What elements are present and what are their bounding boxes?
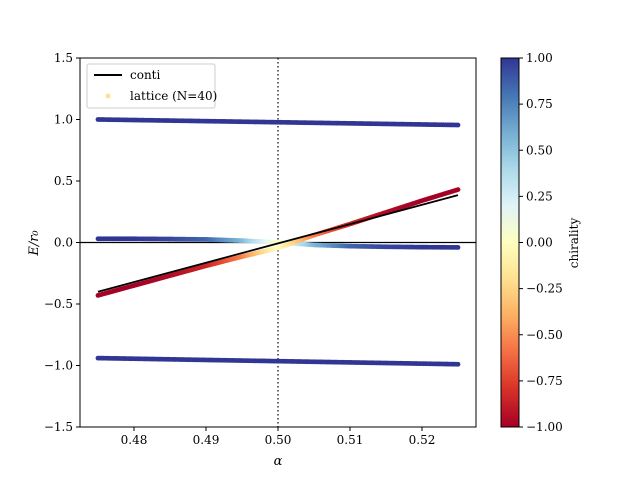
x-tick-label: 0.49 xyxy=(193,433,220,447)
lattice-band-0 xyxy=(95,117,461,128)
colorbar-label: chirality xyxy=(567,218,581,269)
lattice-band-2 xyxy=(95,236,461,250)
lattice-point xyxy=(455,245,461,250)
y-tick-label: 0.0 xyxy=(54,236,73,250)
x-tick-label: 0.48 xyxy=(121,433,148,447)
conti-line xyxy=(97,194,459,293)
lattice-point xyxy=(455,361,461,367)
colorbar-tick-label: −0.50 xyxy=(526,328,563,342)
y-tick-label: −1.5 xyxy=(44,420,73,434)
x-axis: 0.48 0.49 0.50 0.51 0.52 xyxy=(121,427,436,447)
x-tick-label: 0.50 xyxy=(265,433,292,447)
colorbar-tick-label: 0.00 xyxy=(526,236,553,250)
lattice-band-1 xyxy=(95,355,461,367)
colorbar-tick-label: −0.25 xyxy=(526,282,563,296)
colorbar-tick-label: 0.50 xyxy=(526,143,553,157)
legend-lattice-swatch xyxy=(105,93,111,99)
colorbar: −1.00 −0.75 −0.50 −0.25 0.00 0.25 0.50 0.75 1.00… xyxy=(500,51,581,434)
x-tick-label: 0.52 xyxy=(409,433,436,447)
colorbar-ticks: −1.00 −0.75 −0.50 −0.25 0.00 0.25 0.50 0.75 1.00 xyxy=(519,51,563,434)
colorbar-tick-label: 0.25 xyxy=(526,189,553,203)
x-tick-label: 0.51 xyxy=(337,433,364,447)
lattice-point xyxy=(455,187,461,193)
colorbar-tick-label: 0.75 xyxy=(526,97,553,111)
y-tick-label: 0.5 xyxy=(54,174,73,188)
y-axis-label: E/r₀ xyxy=(27,230,42,257)
y-tick-label: −0.5 xyxy=(44,297,73,311)
colorbar-tick-label: −0.75 xyxy=(526,374,563,388)
lattice-point xyxy=(455,122,461,128)
legend-lattice-label: lattice (N=40) xyxy=(130,89,217,103)
y-tick-label: 1.5 xyxy=(54,51,73,65)
y-tick-label: −1.0 xyxy=(44,359,73,373)
x-axis-label: α xyxy=(274,454,283,469)
colorbar-gradient xyxy=(500,57,520,428)
plot-area xyxy=(80,58,476,427)
legend-conti-label: conti xyxy=(130,68,160,82)
legend: conti lattice (N=40) xyxy=(86,63,217,109)
y-axis: −1.5 −1.0 −0.5 0.0 0.5 1.0 1.5 xyxy=(44,51,80,434)
colorbar-tick-label: 1.00 xyxy=(526,51,553,65)
colorbar-tick-label: −1.00 xyxy=(526,420,563,434)
y-tick-label: 1.0 xyxy=(54,113,73,127)
